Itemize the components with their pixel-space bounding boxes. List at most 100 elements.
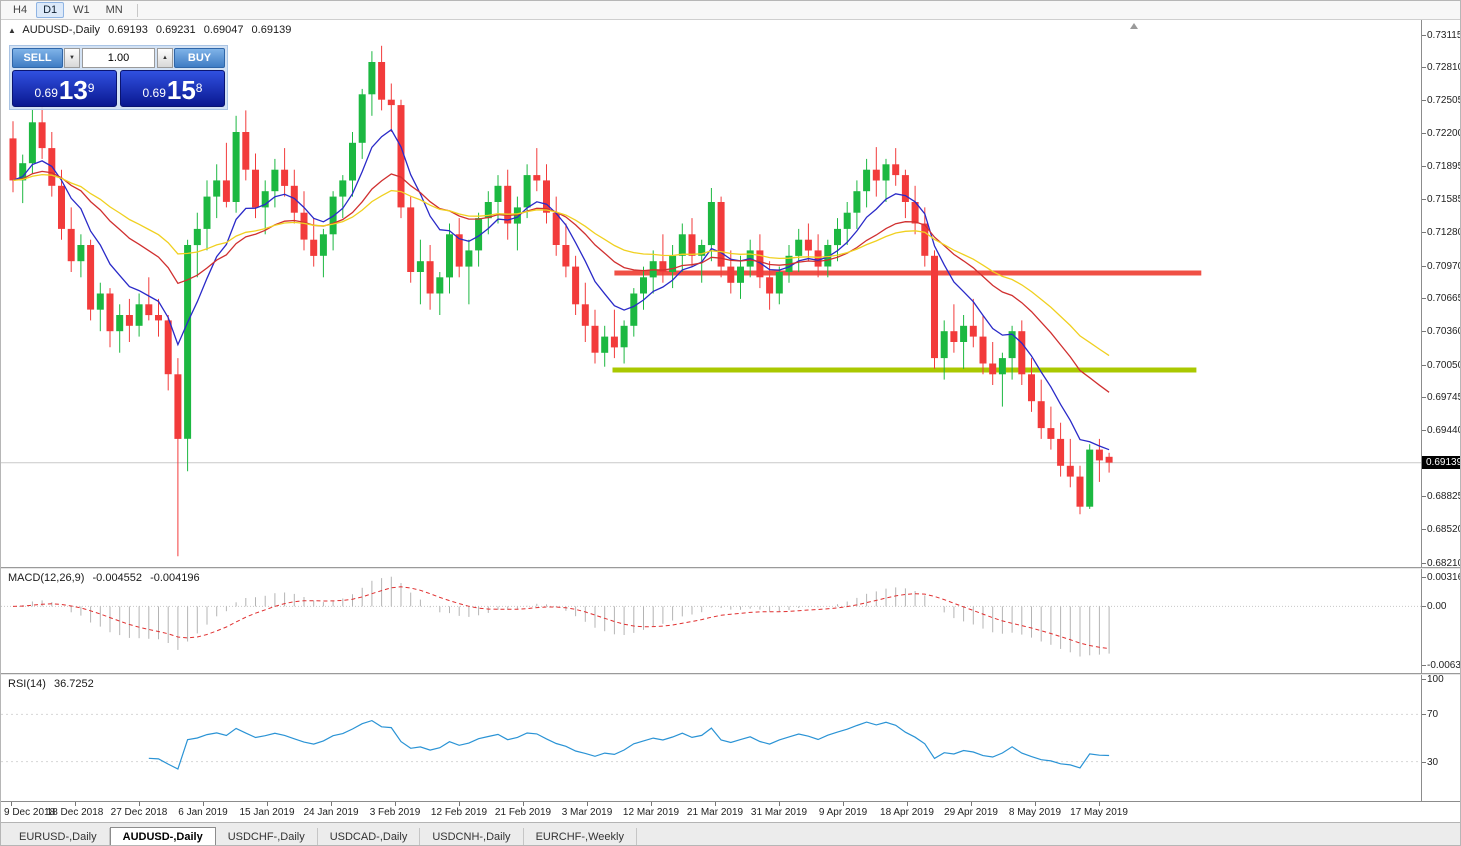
price-axis-label-tick <box>1422 199 1426 201</box>
price-axis-label: 0.69440 <box>1427 425 1461 437</box>
date-axis-label: 29 Apr 2019 <box>944 807 998 818</box>
price-chart[interactable] <box>1 20 1421 567</box>
date-axis-label: 18 Apr 2019 <box>880 807 934 818</box>
sell-quote-button[interactable]: 0.69 13 9 <box>12 70 117 107</box>
price-axis-label: 0.70665 <box>1427 293 1461 305</box>
price-axis-label: 0.69745 <box>1427 392 1461 404</box>
ohlc-close: 0.69139 <box>251 24 292 36</box>
quote-buttons-row: 0.69 13 9 0.69 15 8 <box>12 70 225 107</box>
rsi-indicator-chart[interactable] <box>1 675 1421 801</box>
price-axis-label-tick <box>1422 529 1426 531</box>
rsi-line <box>148 719 1110 770</box>
date-axis-tick <box>203 802 204 806</box>
candles-layer <box>9 45 1113 557</box>
rsi-value: 36.7252 <box>53 678 94 690</box>
price-axis-label-tick <box>1422 496 1426 498</box>
price-axis-label: 0.71585 <box>1427 194 1461 206</box>
price-axis-label-tick <box>1422 165 1426 167</box>
timeframe-button-d1[interactable]: D1 <box>36 2 65 18</box>
macd-axis-label: 0.00 <box>1427 601 1447 613</box>
price-axis-label-tick <box>1422 232 1426 234</box>
chart-shift-marker-icon[interactable] <box>1130 23 1138 29</box>
rsi-level-lines <box>1 713 1421 763</box>
date-axis-tick <box>971 802 972 806</box>
chart-tab-audusd[interactable]: AUDUSD-,Daily <box>109 827 216 845</box>
price-axis-label: 0.73115 <box>1427 29 1461 41</box>
ask-pipette: 8 <box>195 81 203 95</box>
date-axis-label: 27 Dec 2018 <box>110 807 168 818</box>
volume-down-icon: ▼ <box>69 55 75 61</box>
bid-pips: 13 <box>58 75 88 105</box>
date-axis-label: 31 Mar 2019 <box>750 807 808 818</box>
date-axis[interactable]: 9 Dec 2018 18 Dec 2018 27 Dec 2018 6 Jan 20… <box>1 801 1460 822</box>
chart-symbol-label: AUDUSD-,Daily <box>22 24 100 36</box>
chart-tab-usdcad[interactable]: USDCAD-,Daily <box>318 828 421 845</box>
rsi-axis-label-tick <box>1422 714 1426 716</box>
ohlc-low: 0.69047 <box>203 24 244 36</box>
price-axis[interactable]: 0.69139 0.73115 0.72810 0.72505 0.72200 0.71… <box>1421 20 1461 801</box>
ask-pips: 15 <box>166 75 196 105</box>
price-axis-label: 0.71895 <box>1427 160 1461 172</box>
rsi-name: RSI(14) <box>8 678 46 690</box>
rsi-axis-label: 70 <box>1427 709 1439 721</box>
timeframe-button-h4[interactable]: H4 <box>13 4 28 16</box>
date-axis-tick <box>523 802 524 806</box>
volume-increase-button[interactable]: ▲ <box>157 48 173 68</box>
macd-axis-label-tick <box>1422 665 1426 666</box>
macd-axis-label-tick <box>1422 577 1426 578</box>
rsi-axis-label: 100 <box>1427 674 1444 685</box>
price-axis-label-tick <box>1422 100 1426 102</box>
price-axis-label-tick <box>1422 397 1426 399</box>
trade-controls-row: SELL ▼ ▲ BUY <box>12 48 225 68</box>
panel-separator[interactable] <box>1 567 1460 569</box>
chart-tab-eurchf[interactable]: EURCHF-,Weekly <box>524 828 637 845</box>
macd-axis-label: 0.003164 <box>1427 572 1460 583</box>
price-axis-label: 0.72200 <box>1427 128 1461 140</box>
date-axis-label: 9 Dec 2018 <box>4 807 56 818</box>
date-axis-label: 6 Jan 2019 <box>178 807 228 818</box>
macd-signal-value: -0.004196 <box>150 572 200 584</box>
price-axis-label: 0.70970 <box>1427 260 1461 272</box>
chart-tab-usdcnh[interactable]: USDCNH-,Daily <box>420 828 524 845</box>
timeframe-toolbar: H4 D1 W1 MN <box>1 1 1460 20</box>
date-axis-tick <box>1099 802 1100 806</box>
price-axis-label: 0.71280 <box>1427 227 1461 239</box>
date-axis-label: 17 May 2019 <box>1070 807 1128 818</box>
chart-tab-usdchf[interactable]: USDCHF-,Daily <box>216 828 318 845</box>
volume-decrease-button[interactable]: ▼ <box>64 48 80 68</box>
rsi-axis-label-tick <box>1422 679 1426 680</box>
volume-input[interactable] <box>82 48 155 68</box>
buy-quote-button[interactable]: 0.69 15 8 <box>120 70 225 107</box>
date-axis-tick <box>779 802 780 806</box>
current-price-tag: 0.69139 <box>1422 456 1460 470</box>
price-axis-label: 0.68210 <box>1427 557 1461 569</box>
panel-separator[interactable] <box>1 673 1460 675</box>
price-axis-label: 0.70360 <box>1427 326 1461 338</box>
support-resistance-lines[interactable] <box>612 270 1202 373</box>
macd-indicator-chart[interactable] <box>1 569 1421 673</box>
date-axis-label: 12 Mar 2019 <box>622 807 680 818</box>
ohlc-high: 0.69231 <box>155 24 196 36</box>
date-axis-tick <box>459 802 460 806</box>
timeframe-button-mn[interactable]: MN <box>105 4 123 16</box>
sell-button[interactable]: SELL <box>12 48 63 68</box>
timeframe-button-w1[interactable]: W1 <box>73 4 90 16</box>
chart-title: ▲ AUDUSD-,Daily 0.69193 0.69231 0.69047 … <box>8 24 296 36</box>
price-axis-label-tick <box>1422 34 1426 36</box>
macd-axis-label: -0.006317 <box>1427 660 1461 671</box>
buy-button[interactable]: BUY <box>174 48 225 68</box>
date-axis-tick <box>1035 802 1036 806</box>
ohlc-open: 0.69193 <box>108 24 148 36</box>
one-click-panel-toggle-icon[interactable]: ▲ <box>8 26 16 35</box>
chart-tab-eurusd[interactable]: EURUSD-,Daily <box>7 828 110 845</box>
price-axis-label: 0.68825 <box>1427 491 1461 503</box>
chart-tabs-bar: EURUSD-,Daily AUDUSD-,Daily USDCHF-,Daily U… <box>1 822 1460 845</box>
macd-main-value: -0.004552 <box>92 572 143 584</box>
date-axis-tick <box>139 802 140 806</box>
macd-label: MACD(12,26,9) -0.004552 -0.004196 <box>8 572 205 584</box>
date-axis-label: 9 Apr 2019 <box>818 807 868 818</box>
bid-prefix: 0.69 <box>34 86 58 100</box>
date-axis-label: 3 Mar 2019 <box>561 807 613 818</box>
macd-axis-label-tick <box>1422 606 1426 608</box>
price-axis-label-tick <box>1422 430 1426 432</box>
